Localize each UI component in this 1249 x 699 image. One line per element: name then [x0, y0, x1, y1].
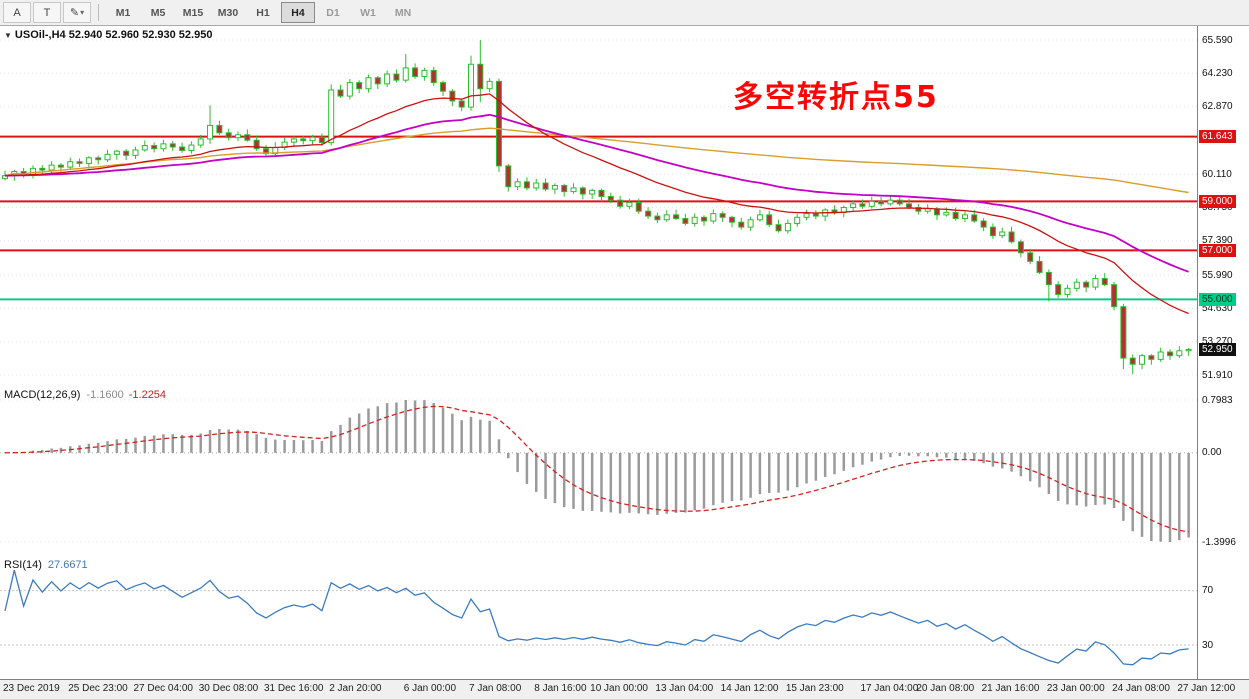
- chart-title: ▼ USOil-,H4 52.940 52.960 52.930 52.950: [4, 29, 212, 41]
- time-axis-label: 13 Jan 04:00: [655, 683, 714, 694]
- price-chart-panel: ▼ USOil-,H4 52.940 52.960 52.930 52.950 多…: [0, 26, 1197, 387]
- macd-canvas[interactable]: [0, 386, 1197, 556]
- toolbar-button-t[interactable]: T: [33, 2, 61, 23]
- toolbar-separator: [98, 4, 99, 21]
- letter-t-icon: T: [43, 6, 51, 19]
- time-axis-label: 27 Dec 04:00: [133, 683, 193, 694]
- rsi-indicator-label: RSI(14) 27.6671: [4, 559, 88, 571]
- price-line-badge: 52.950: [1199, 343, 1236, 357]
- price-axis-label: 55.990: [1202, 269, 1233, 281]
- macd-panel: MACD(12,26,9) -1.1600 -1.2254: [0, 386, 1197, 557]
- macd-name: MACD(12,26,9): [4, 389, 81, 401]
- styles-dropdown-button[interactable]: ✎ ▾: [63, 2, 91, 23]
- price-axis-label: 62.870: [1202, 101, 1233, 113]
- time-axis-label: 24 Jan 08:00: [1112, 683, 1170, 694]
- timeframe-button-h1[interactable]: H1: [256, 6, 270, 19]
- time-axis[interactable]: 23 Dec 2019 25 Dec 23:00 27 Dec 04:00 30 De…: [0, 679, 1249, 699]
- symbol-dropdown-icon[interactable]: ▼: [4, 31, 12, 40]
- price-axis-label: 70: [1202, 585, 1214, 597]
- timeframe-button-h4[interactable]: H4: [281, 2, 315, 23]
- time-axis-label: 8 Jan 16:00: [534, 683, 587, 694]
- pencil-icon: ✎: [69, 7, 80, 19]
- price-axis-label: 54.630: [1202, 302, 1233, 314]
- time-axis-label: 31 Dec 16:00: [263, 683, 324, 694]
- toolbar: A T ✎ ▾ M1 M5 M15 M30 H1 H4 D1 W1 MN: [0, 0, 1249, 26]
- price-axis-label: 57.390: [1202, 235, 1233, 247]
- macd-signal-value: -1.2254: [128, 389, 167, 401]
- chart-workspace: ▼ USOil-,H4 52.940 52.960 52.930 52.950 多…: [0, 26, 1249, 699]
- price-axis-label: 65.590: [1202, 34, 1233, 46]
- rsi-name: RSI(14): [4, 559, 42, 571]
- time-axis-label: 30 Dec 08:00: [198, 683, 259, 694]
- price-axis-label: 30: [1202, 639, 1214, 651]
- letter-a-icon: A: [13, 6, 21, 19]
- time-axis-label: 27 Jan 12:00: [1177, 683, 1236, 694]
- time-axis-label: 23 Jan 00:00: [1046, 683, 1105, 694]
- symbol-ohlc-title: USOil-,H4 52.940 52.960 52.930 52.950: [14, 29, 213, 41]
- timeframe-button-m15[interactable]: M15: [182, 6, 204, 19]
- price-line-badge: 55.000: [1199, 292, 1236, 306]
- chevron-down-icon: ▾: [80, 8, 85, 17]
- timeframe-button-w1[interactable]: W1: [360, 6, 376, 19]
- price-line-badge: 57.000: [1199, 243, 1236, 257]
- time-axis-label: 17 Jan 04:00: [860, 683, 919, 694]
- price-axis-label: -1.3996: [1202, 536, 1236, 548]
- timeframe-button-m5[interactable]: M5: [150, 6, 166, 19]
- macd-main-value: -1.1600: [86, 389, 124, 401]
- time-axis-label: 20 Jan 08:00: [916, 683, 975, 694]
- price-axis-label: 53.270: [1202, 336, 1233, 348]
- time-axis-label: 10 Jan 00:00: [590, 683, 648, 694]
- timeframe-button-m30[interactable]: M30: [217, 6, 239, 19]
- price-axis-label: 0.00: [1202, 447, 1222, 459]
- price-axis-label: 51.910: [1202, 369, 1233, 381]
- timeframe-buttons: M1 M5 M15 M30 H1 H4 D1 W1 MN: [106, 2, 420, 23]
- price-axis-label: 60.110: [1202, 168, 1232, 180]
- time-axis-label: 23 Dec 2019: [3, 683, 60, 694]
- chart-annotation-text: 多空转折点55: [733, 80, 939, 115]
- time-axis-label: 2 Jan 20:00: [329, 683, 382, 694]
- timeframe-button-mn[interactable]: MN: [394, 6, 412, 19]
- rsi-canvas[interactable]: [0, 556, 1197, 679]
- price-line-badge: 59.000: [1199, 194, 1236, 208]
- time-axis-label: 14 Jan 12:00: [720, 683, 779, 694]
- price-axis-label: 64.230: [1202, 67, 1233, 79]
- time-axis-label: 6 Jan 00:00: [403, 683, 457, 694]
- price-axis-label: 0.7983: [1202, 394, 1233, 406]
- rsi-panel: RSI(14) 27.6671: [0, 556, 1197, 680]
- timeframe-button-d1[interactable]: D1: [326, 6, 340, 19]
- time-axis-label: 21 Jan 16:00: [981, 683, 1040, 694]
- price-scale[interactable]: 65.59064.23062.87060.11058.75057.39055.9…: [1197, 26, 1249, 679]
- macd-indicator-label: MACD(12,26,9) -1.1600 -1.2254: [4, 389, 166, 401]
- timeframe-button-m1[interactable]: M1: [115, 6, 131, 19]
- rsi-value: 27.6671: [47, 559, 88, 571]
- toolbar-button-a[interactable]: A: [3, 2, 31, 23]
- price-line-badge: 61.643: [1199, 130, 1236, 144]
- time-axis-label: 7 Jan 08:00: [469, 683, 522, 694]
- time-axis-label: 15 Jan 23:00: [785, 683, 844, 694]
- time-axis-label: 25 Dec 23:00: [68, 683, 128, 694]
- price-chart-canvas[interactable]: [0, 26, 1197, 386]
